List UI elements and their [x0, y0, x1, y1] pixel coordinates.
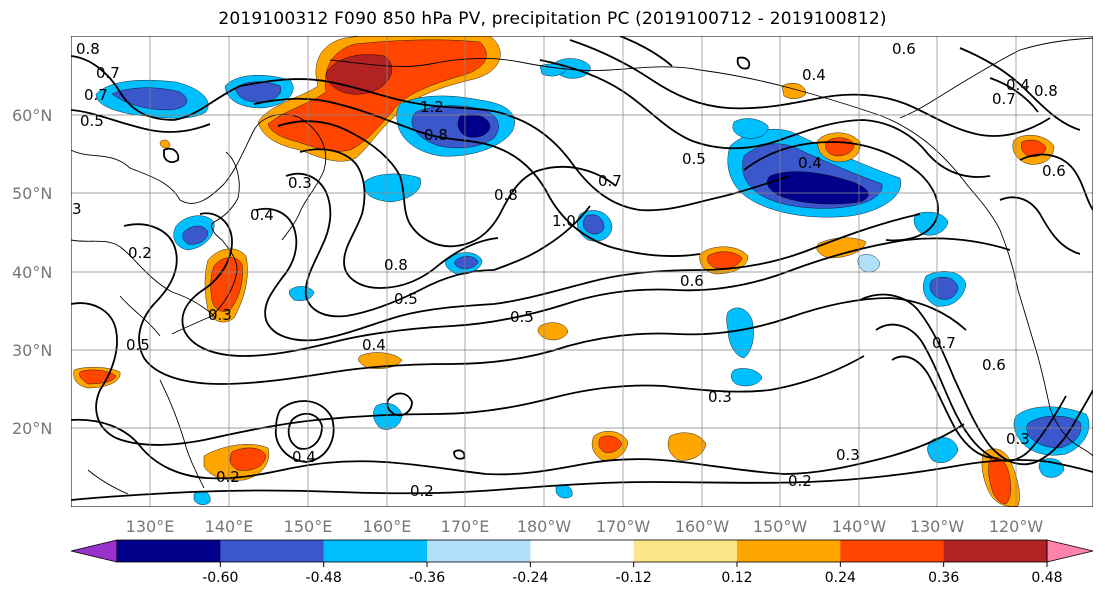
contour-label: 0.6 — [1042, 162, 1066, 180]
colorbar-segment — [530, 540, 635, 562]
colorbar-extend-low — [70, 539, 118, 563]
colorbar-outline — [116, 539, 1048, 563]
contour-label: 0.3 — [836, 446, 860, 464]
gridlines — [71, 36, 1093, 507]
colorbar-tick-label: -0.24 — [512, 570, 548, 586]
lat-label: 40°N — [12, 263, 52, 282]
contour-label: 0.7 — [84, 86, 108, 104]
contour-label: 0.2 — [128, 244, 152, 262]
contour-label: 0.3 — [708, 388, 732, 406]
colorbar-tick-label: -0.12 — [616, 570, 652, 586]
colorbar-segment — [943, 540, 1048, 562]
contour-label: 1.0 — [552, 212, 576, 230]
colorbar-segment — [323, 540, 428, 562]
lon-label: 160°E — [363, 517, 412, 536]
lon-label: 130°W — [910, 517, 965, 536]
colorbar-tick-label: 0.36 — [928, 570, 959, 586]
contour-label: 0.2 — [788, 472, 812, 490]
contour-label: 0.3 — [1006, 430, 1030, 448]
contour-label: 0.4 — [1006, 76, 1030, 94]
colorbar-tick-label: -0.36 — [409, 570, 445, 586]
contour-labels: 0.8 0.3 0.4 1.2 0.8 0.7 0.5 0.8 1.0 0.7 … — [72, 40, 1066, 500]
lat-label: 60°N — [12, 106, 52, 125]
lat-label: 50°N — [12, 184, 52, 203]
contour-label: 0.6 — [892, 40, 916, 58]
lat-label: 20°N — [12, 419, 52, 438]
lon-label: 140°E — [205, 517, 254, 536]
colorbar-tick-label: 0.12 — [721, 570, 752, 586]
contour-label: 1.2 — [420, 98, 444, 116]
longitude-labels: 130°E 140°E 150°E 160°E 170°E 180°W 170°… — [126, 517, 1044, 536]
contour-label: 0.6 — [982, 356, 1006, 374]
contour-label: 0.3 — [208, 306, 232, 324]
lat-label: 30°N — [12, 341, 52, 360]
contour-label: 0.5 — [510, 308, 534, 326]
contour-label: 0.7 — [932, 334, 956, 352]
lon-label: 180°W — [517, 517, 572, 536]
lon-label: 170°E — [441, 517, 490, 536]
contour-label: 0.2 — [410, 482, 434, 500]
map-area: 0.8 0.3 0.4 1.2 0.8 0.7 0.5 0.8 1.0 0.7 … — [71, 36, 1093, 507]
colorbar-segment — [840, 540, 945, 562]
lon-label: 170°W — [596, 517, 651, 536]
lon-label: 130°E — [126, 517, 175, 536]
precipitation-shading — [73, 36, 1090, 507]
colorbar-tick-label: -0.60 — [202, 570, 238, 586]
lon-label: 120°W — [989, 517, 1044, 536]
contour-label: 0.8 — [384, 256, 408, 274]
coastlines — [71, 37, 1093, 495]
contour-label: 0.2 — [216, 468, 240, 486]
contour-label: 0.4 — [292, 448, 316, 466]
contour-label: 0.5 — [682, 150, 706, 168]
contour-label: 0.4 — [798, 154, 822, 172]
contour-label: 0.5 — [80, 112, 104, 130]
lon-label: 150°W — [753, 517, 808, 536]
colorbar-segment — [427, 540, 531, 562]
contour-label: 0.4 — [802, 66, 826, 84]
contour-label: 0.7 — [992, 90, 1016, 108]
contour-label: 0.5 — [126, 336, 150, 354]
latitude-labels: 60°N 50°N 40°N 30°N 20°N — [12, 106, 52, 438]
colorbar-extend-high — [1046, 539, 1094, 563]
contour-label: 0.5 — [394, 290, 418, 308]
contour-label: 3 — [72, 200, 82, 218]
colorbar-tick-label: 0.24 — [825, 570, 856, 586]
colorbar-tick-labels: -0.60 -0.48 -0.36 -0.24 -0.12 0.12 0.24 0.36 0.4… — [202, 562, 1063, 586]
contour-label: 0.6 — [680, 272, 704, 290]
colorbar-segment — [117, 540, 221, 562]
chart-title: 2019100312 F090 850 hPa PV, precipitatio… — [218, 9, 887, 29]
colorbar-segment — [737, 540, 841, 562]
lon-label: 150°E — [284, 517, 333, 536]
contour-label: 0.3 — [288, 174, 312, 192]
contour-label: 0.8 — [424, 126, 448, 144]
lon-label: 140°W — [832, 517, 887, 536]
contour-label: 0.8 — [76, 40, 100, 58]
lon-label: 160°W — [675, 517, 730, 536]
contour-label: 0.8 — [1034, 82, 1058, 100]
colorbar-tick-label: -0.48 — [306, 570, 342, 586]
contour-label: 0.7 — [598, 172, 622, 190]
contour-label: 0.8 — [494, 186, 518, 204]
colorbar-segment — [633, 540, 738, 562]
contour-label: 0.7 — [96, 64, 120, 82]
contour-label: 0.4 — [362, 336, 386, 354]
colorbar — [70, 539, 1094, 563]
colorbar-segment — [220, 540, 325, 562]
colorbar-tick-label: 0.48 — [1031, 570, 1062, 586]
contour-label: 0.4 — [250, 206, 274, 224]
